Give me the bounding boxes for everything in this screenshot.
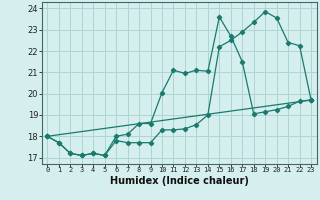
X-axis label: Humidex (Indice chaleur): Humidex (Indice chaleur) (110, 176, 249, 186)
